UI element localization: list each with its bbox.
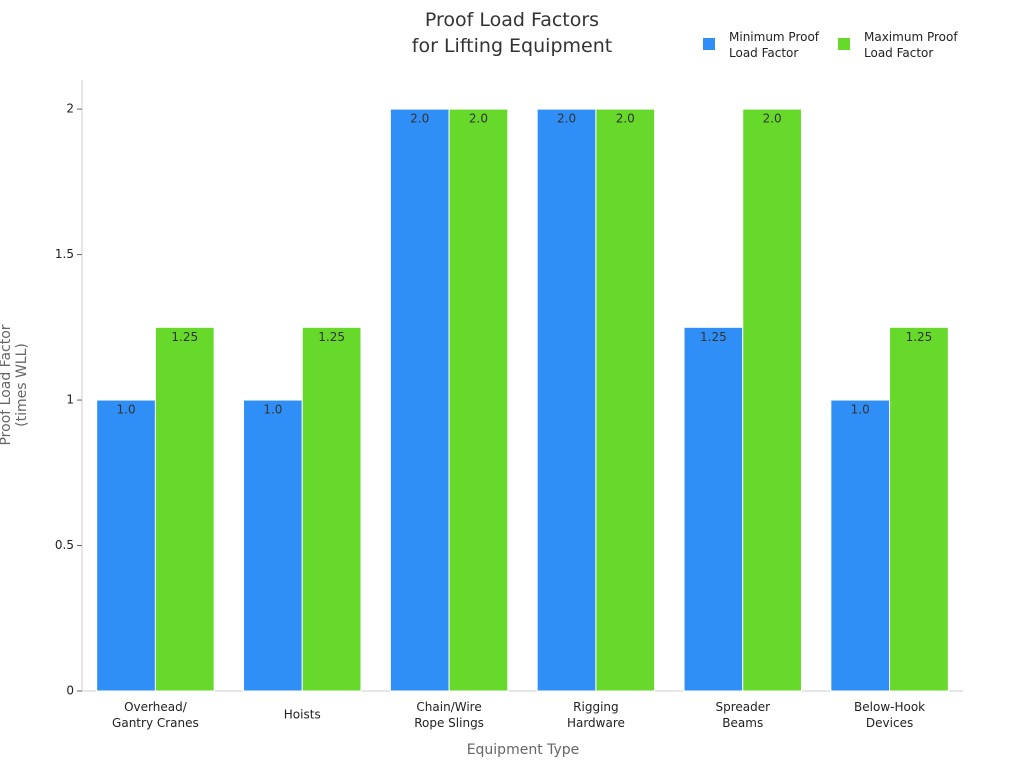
- value-label: 1.0: [117, 403, 136, 417]
- chart-title: Proof Load Factors for Lifting Equipment: [412, 9, 612, 57]
- legend-label: Maximum Proof Load Factor: [864, 30, 958, 60]
- value-label: 1.25: [318, 330, 345, 344]
- value-label: 2.0: [410, 112, 429, 126]
- bar: [889, 326, 949, 692]
- bar: [96, 399, 156, 692]
- bar: [243, 399, 303, 692]
- x-tick-label: Chain/Wire Rope Slings: [414, 700, 484, 730]
- bar: [683, 326, 744, 692]
- x-tick-label: Below-Hook Devices: [854, 700, 925, 730]
- value-label: 2.0: [557, 112, 576, 126]
- value-label: 2.0: [616, 112, 635, 126]
- x-axis-label: Equipment Type: [467, 742, 580, 758]
- y-tick-label: 1.5: [55, 247, 74, 261]
- x-tick-label: Hoists: [284, 708, 321, 722]
- x-tick-label: Overhead/Gantry Cranes: [112, 700, 199, 730]
- bar: [536, 108, 597, 692]
- value-label: 1.25: [171, 330, 198, 344]
- bar: [389, 108, 450, 692]
- x-tick-label: Rigging Hardware: [567, 700, 625, 730]
- bar: [301, 326, 362, 692]
- bar: [742, 108, 802, 692]
- bar: [595, 108, 656, 692]
- bar: [154, 326, 215, 692]
- value-label: 2.0: [763, 112, 782, 126]
- value-label: 2.0: [469, 112, 488, 126]
- y-tick-label: 2: [66, 102, 74, 116]
- value-label: 1.0: [263, 403, 282, 417]
- y-axis-label: Proof Load Factor(times WLL): [0, 324, 30, 445]
- x-tick-label: Spreader Beams: [715, 700, 770, 730]
- y-tick-label: 1: [66, 393, 74, 407]
- value-label: 1.25: [700, 330, 727, 344]
- value-label: 1.25: [906, 330, 933, 344]
- bar: [448, 108, 509, 692]
- value-label: 1.0: [851, 403, 870, 417]
- legend-swatch: [703, 38, 715, 50]
- legend-swatch: [838, 38, 850, 50]
- bar: [830, 399, 891, 692]
- legend-label: Minimum Proof Load Factor: [729, 30, 820, 60]
- y-tick-label: 0: [66, 684, 74, 698]
- y-tick-label: 0.5: [55, 538, 74, 552]
